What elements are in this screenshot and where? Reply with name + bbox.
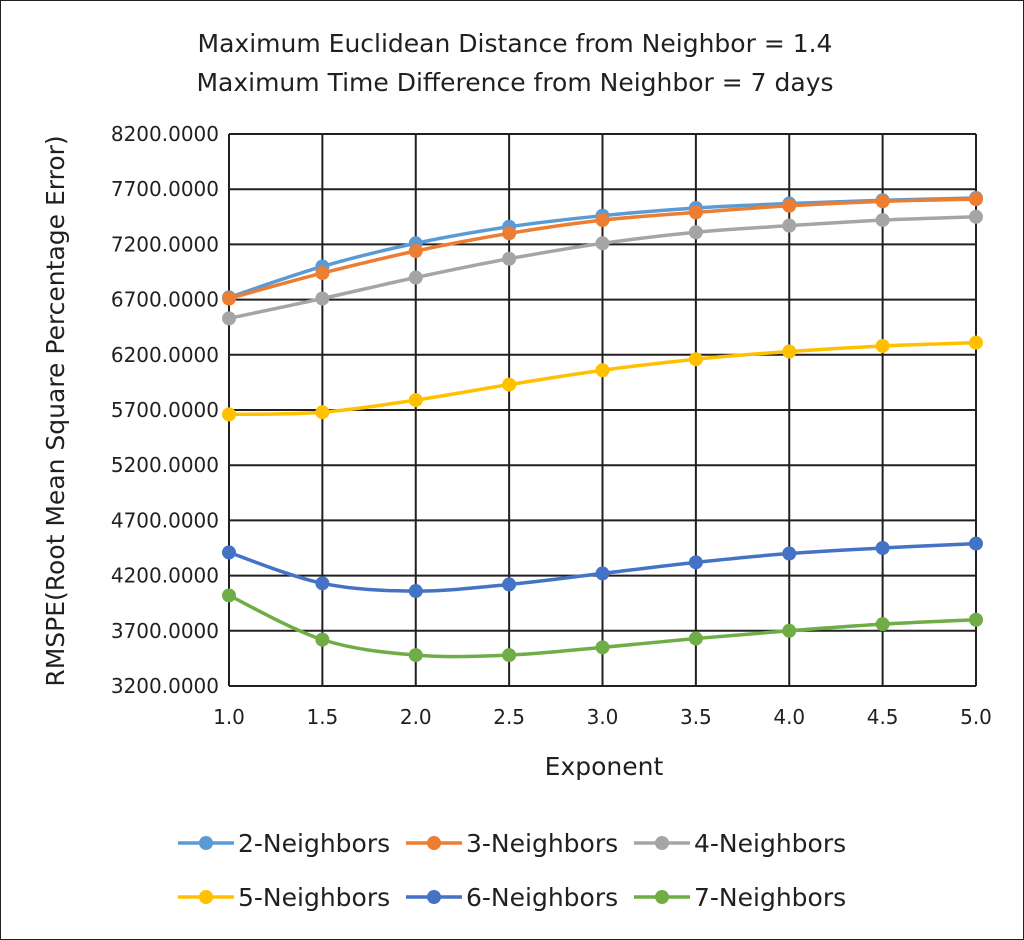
data-point — [782, 218, 797, 233]
series-5-neighbors — [222, 335, 983, 422]
x-tick-label: 1.0 — [213, 705, 245, 729]
legend-label: 3-Neighbors — [466, 829, 618, 858]
legend-item: 5-Neighbors — [178, 883, 390, 912]
data-point — [595, 640, 610, 655]
y-tick-label: 6700.0000 — [111, 288, 219, 312]
data-point — [222, 588, 236, 603]
chart-title: Maximum Euclidean Distance from Neighbor… — [198, 29, 833, 58]
y-tick-label: 4700.0000 — [111, 508, 219, 532]
legend-swatch-marker — [655, 890, 669, 904]
data-point — [502, 226, 517, 241]
x-tick-label: 2.5 — [493, 705, 525, 729]
legend: 2-Neighbors 3-Neighbors 4-Neighbors 5-Neigh… — [178, 829, 846, 912]
data-point — [315, 291, 330, 306]
y-tick-label: 3700.0000 — [111, 619, 219, 643]
data-point — [688, 352, 703, 367]
y-axis-label: RMSPE(Root Mean Square Percentage Error) — [41, 135, 70, 686]
data-point — [875, 617, 890, 632]
legend-item: 7-Neighbors — [634, 883, 846, 912]
data-point — [502, 251, 517, 266]
data-point — [315, 632, 330, 647]
x-tick-label: 3.5 — [680, 705, 712, 729]
data-point — [315, 266, 330, 281]
data-point — [969, 209, 983, 224]
data-point — [782, 623, 797, 638]
y-tick-label: 4200.0000 — [111, 564, 219, 588]
legend-swatch-marker — [655, 836, 669, 850]
y-tick-label: 8200.0000 — [111, 122, 219, 146]
legend-item: 6-Neighbors — [406, 883, 618, 912]
legend-swatch-marker — [427, 836, 441, 850]
data-point — [595, 236, 610, 251]
y-tick-label: 7700.0000 — [111, 177, 219, 201]
legend-item: 3-Neighbors — [406, 829, 618, 858]
data-point — [408, 584, 423, 599]
series-7-neighbors — [222, 588, 983, 663]
legend-item: 2-Neighbors — [178, 829, 390, 858]
data-point — [502, 648, 517, 663]
legend-label: 7-Neighbors — [694, 883, 846, 912]
y-tick-label: 5700.0000 — [111, 398, 219, 422]
data-point — [595, 213, 610, 228]
chart-subtitle: Maximum Time Difference from Neighbor = … — [196, 68, 833, 97]
data-point — [969, 536, 983, 551]
data-point — [969, 192, 983, 207]
data-point — [222, 545, 236, 560]
data-point — [688, 555, 703, 570]
legend-item: 4-Neighbors — [634, 829, 846, 858]
legend-label: 4-Neighbors — [694, 829, 846, 858]
data-point — [875, 194, 890, 209]
data-point — [875, 541, 890, 555]
legend-swatch-marker — [199, 890, 213, 904]
data-point — [222, 407, 236, 422]
x-tick-label: 4.5 — [867, 705, 899, 729]
x-axis-ticks: 1.0 1.5 2.0 2.5 3.0 3.5 4.0 4.5 5.0 — [213, 705, 992, 729]
data-point — [782, 198, 797, 213]
x-tick-label: 3.0 — [587, 705, 619, 729]
data-point — [969, 335, 983, 350]
data-point — [875, 213, 890, 228]
data-point — [408, 270, 423, 285]
data-point — [688, 225, 703, 240]
legend-label: 6-Neighbors — [466, 883, 618, 912]
data-point — [408, 648, 423, 663]
data-point — [222, 291, 236, 306]
x-axis-label: Exponent — [545, 752, 664, 781]
data-point — [969, 612, 983, 627]
data-point — [595, 566, 610, 581]
y-axis-ticks: 3200.0000 3700.0000 4200.0000 4700.0000 5200… — [111, 122, 219, 698]
x-tick-label: 5.0 — [960, 705, 992, 729]
data-point — [595, 363, 610, 378]
data-point — [408, 244, 423, 259]
legend-swatch-marker — [427, 890, 441, 904]
legend-label: 5-Neighbors — [238, 883, 390, 912]
legend-label: 2-Neighbors — [238, 829, 390, 858]
x-tick-label: 2.0 — [400, 705, 432, 729]
grid — [228, 133, 977, 687]
data-point — [688, 205, 703, 220]
data-point — [315, 405, 330, 420]
data-point — [782, 344, 797, 359]
x-tick-label: 1.5 — [306, 705, 338, 729]
data-point — [502, 577, 517, 592]
data-point — [502, 377, 517, 392]
x-tick-label: 4.0 — [773, 705, 805, 729]
series-4-neighbors — [222, 209, 983, 326]
series-lines — [222, 191, 983, 663]
data-point — [688, 631, 703, 646]
series-6-neighbors — [222, 536, 983, 599]
data-point — [782, 546, 797, 561]
y-tick-label: 5200.0000 — [111, 453, 219, 477]
data-point — [222, 311, 236, 326]
data-point — [408, 393, 423, 408]
series-3-neighbors — [222, 192, 983, 306]
data-point — [315, 576, 330, 591]
legend-swatch-marker — [199, 836, 213, 850]
y-tick-label: 3200.0000 — [111, 674, 219, 698]
y-tick-label: 6200.0000 — [111, 343, 219, 367]
data-point — [875, 338, 890, 353]
y-tick-label: 7200.0000 — [111, 232, 219, 256]
